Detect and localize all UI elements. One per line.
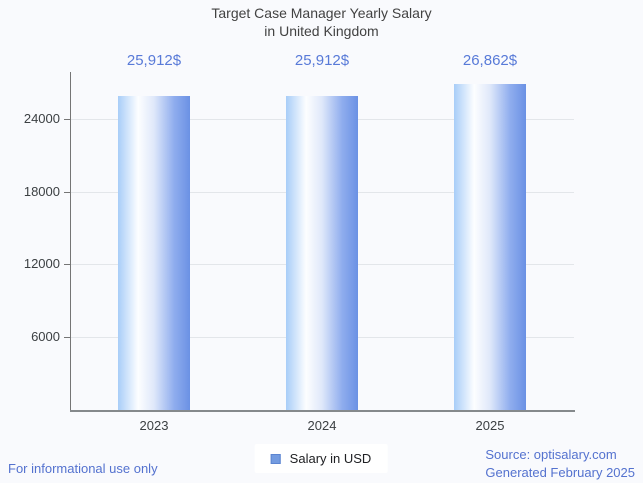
bar-2023[interactable] (118, 95, 190, 410)
chart-title-line2: in United Kingdom (264, 22, 379, 39)
x-axis-line (70, 410, 575, 412)
y-tick-label-24000: 24000 (23, 111, 60, 126)
legend-marker-square-icon (270, 453, 281, 464)
x-tick-label-2025: 2025 (475, 418, 505, 433)
y-tick-label-6000: 6000 (31, 329, 60, 344)
legend-label: Salary in USD (289, 451, 372, 466)
y-tick-mark-24000 (64, 119, 70, 120)
value-label-2023: 25,912$ (126, 52, 182, 69)
value-label-2024: 25,912$ (294, 52, 350, 69)
source-attribution: Source: optisalary.com Generated Februar… (485, 446, 635, 482)
y-axis-line (70, 72, 71, 411)
chart-title: Target Case Manager Yearly Salary in Uni… (0, 5, 643, 40)
bar-2025[interactable] (454, 84, 526, 410)
y-tick-mark-18000 (64, 192, 70, 193)
chart-title-line1: Target Case Manager Yearly Salary (211, 5, 432, 21)
x-tick-label-2023: 2023 (139, 418, 169, 433)
y-tick-mark-6000 (64, 337, 70, 338)
source-line: Source: optisalary.com (485, 447, 617, 462)
y-tick-mark-12000 (64, 264, 70, 265)
y-tick-label-12000: 12000 (23, 256, 60, 271)
value-label-2025: 26,862$ (462, 52, 518, 69)
legend[interactable]: Salary in USD (254, 444, 388, 473)
y-tick-label-18000: 18000 (23, 184, 60, 199)
disclaimer-text: For informational use only (8, 461, 158, 476)
generated-date-line: Generated February 2025 (485, 465, 635, 480)
x-tick-label-2024: 2024 (307, 418, 337, 433)
bar-2024[interactable] (286, 95, 358, 410)
